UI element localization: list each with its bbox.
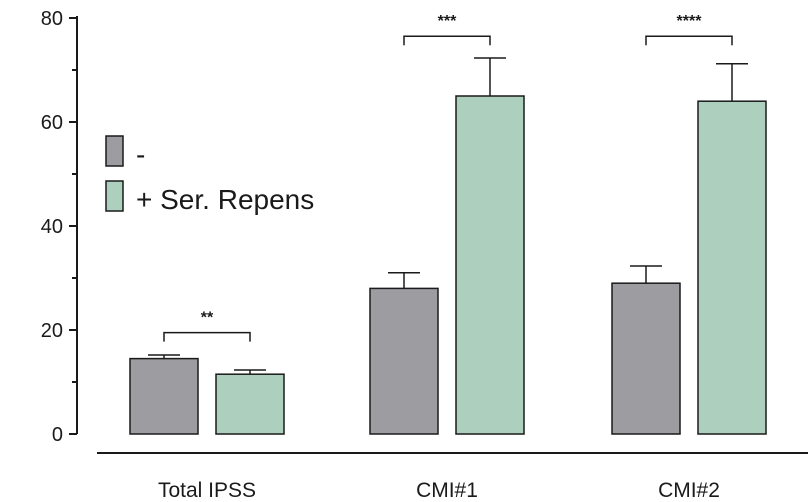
legend: - + Ser. Repens (105, 135, 314, 215)
y-tick-label: 80 (41, 8, 63, 30)
x-category-label: CMI#1 (416, 479, 478, 502)
significance-bracket (163, 331, 251, 342)
legend-label: - (136, 139, 145, 170)
bar (611, 282, 681, 435)
y-tick-label: 60 (41, 112, 63, 134)
bar (697, 100, 767, 435)
significance-label: **** (677, 13, 703, 30)
y-tick-label: 40 (41, 216, 63, 238)
bar (455, 95, 525, 435)
significance-bracket (645, 35, 733, 46)
legend-swatch (105, 135, 124, 167)
significance-label: *** (438, 13, 457, 30)
significance-bracket (403, 35, 491, 46)
x-category-label: CMI#2 (658, 479, 720, 502)
significance-label: ** (201, 310, 214, 327)
y-tick-label: 20 (41, 320, 63, 342)
bars (129, 57, 767, 435)
legend-label: + Ser. Repens (136, 184, 314, 215)
y-tick-label: 0 (52, 424, 63, 446)
bar (369, 287, 439, 435)
significance-brackets: ***** **** (163, 13, 733, 342)
x-category-label: Total IPSS (158, 479, 256, 502)
legend-swatch (105, 180, 124, 212)
y-axis: 0 20 40 60 80 (41, 8, 78, 446)
bar (129, 357, 199, 435)
x-axis: Total IPSS CMI#1 CMI#2 (97, 452, 808, 502)
bar (215, 373, 285, 435)
